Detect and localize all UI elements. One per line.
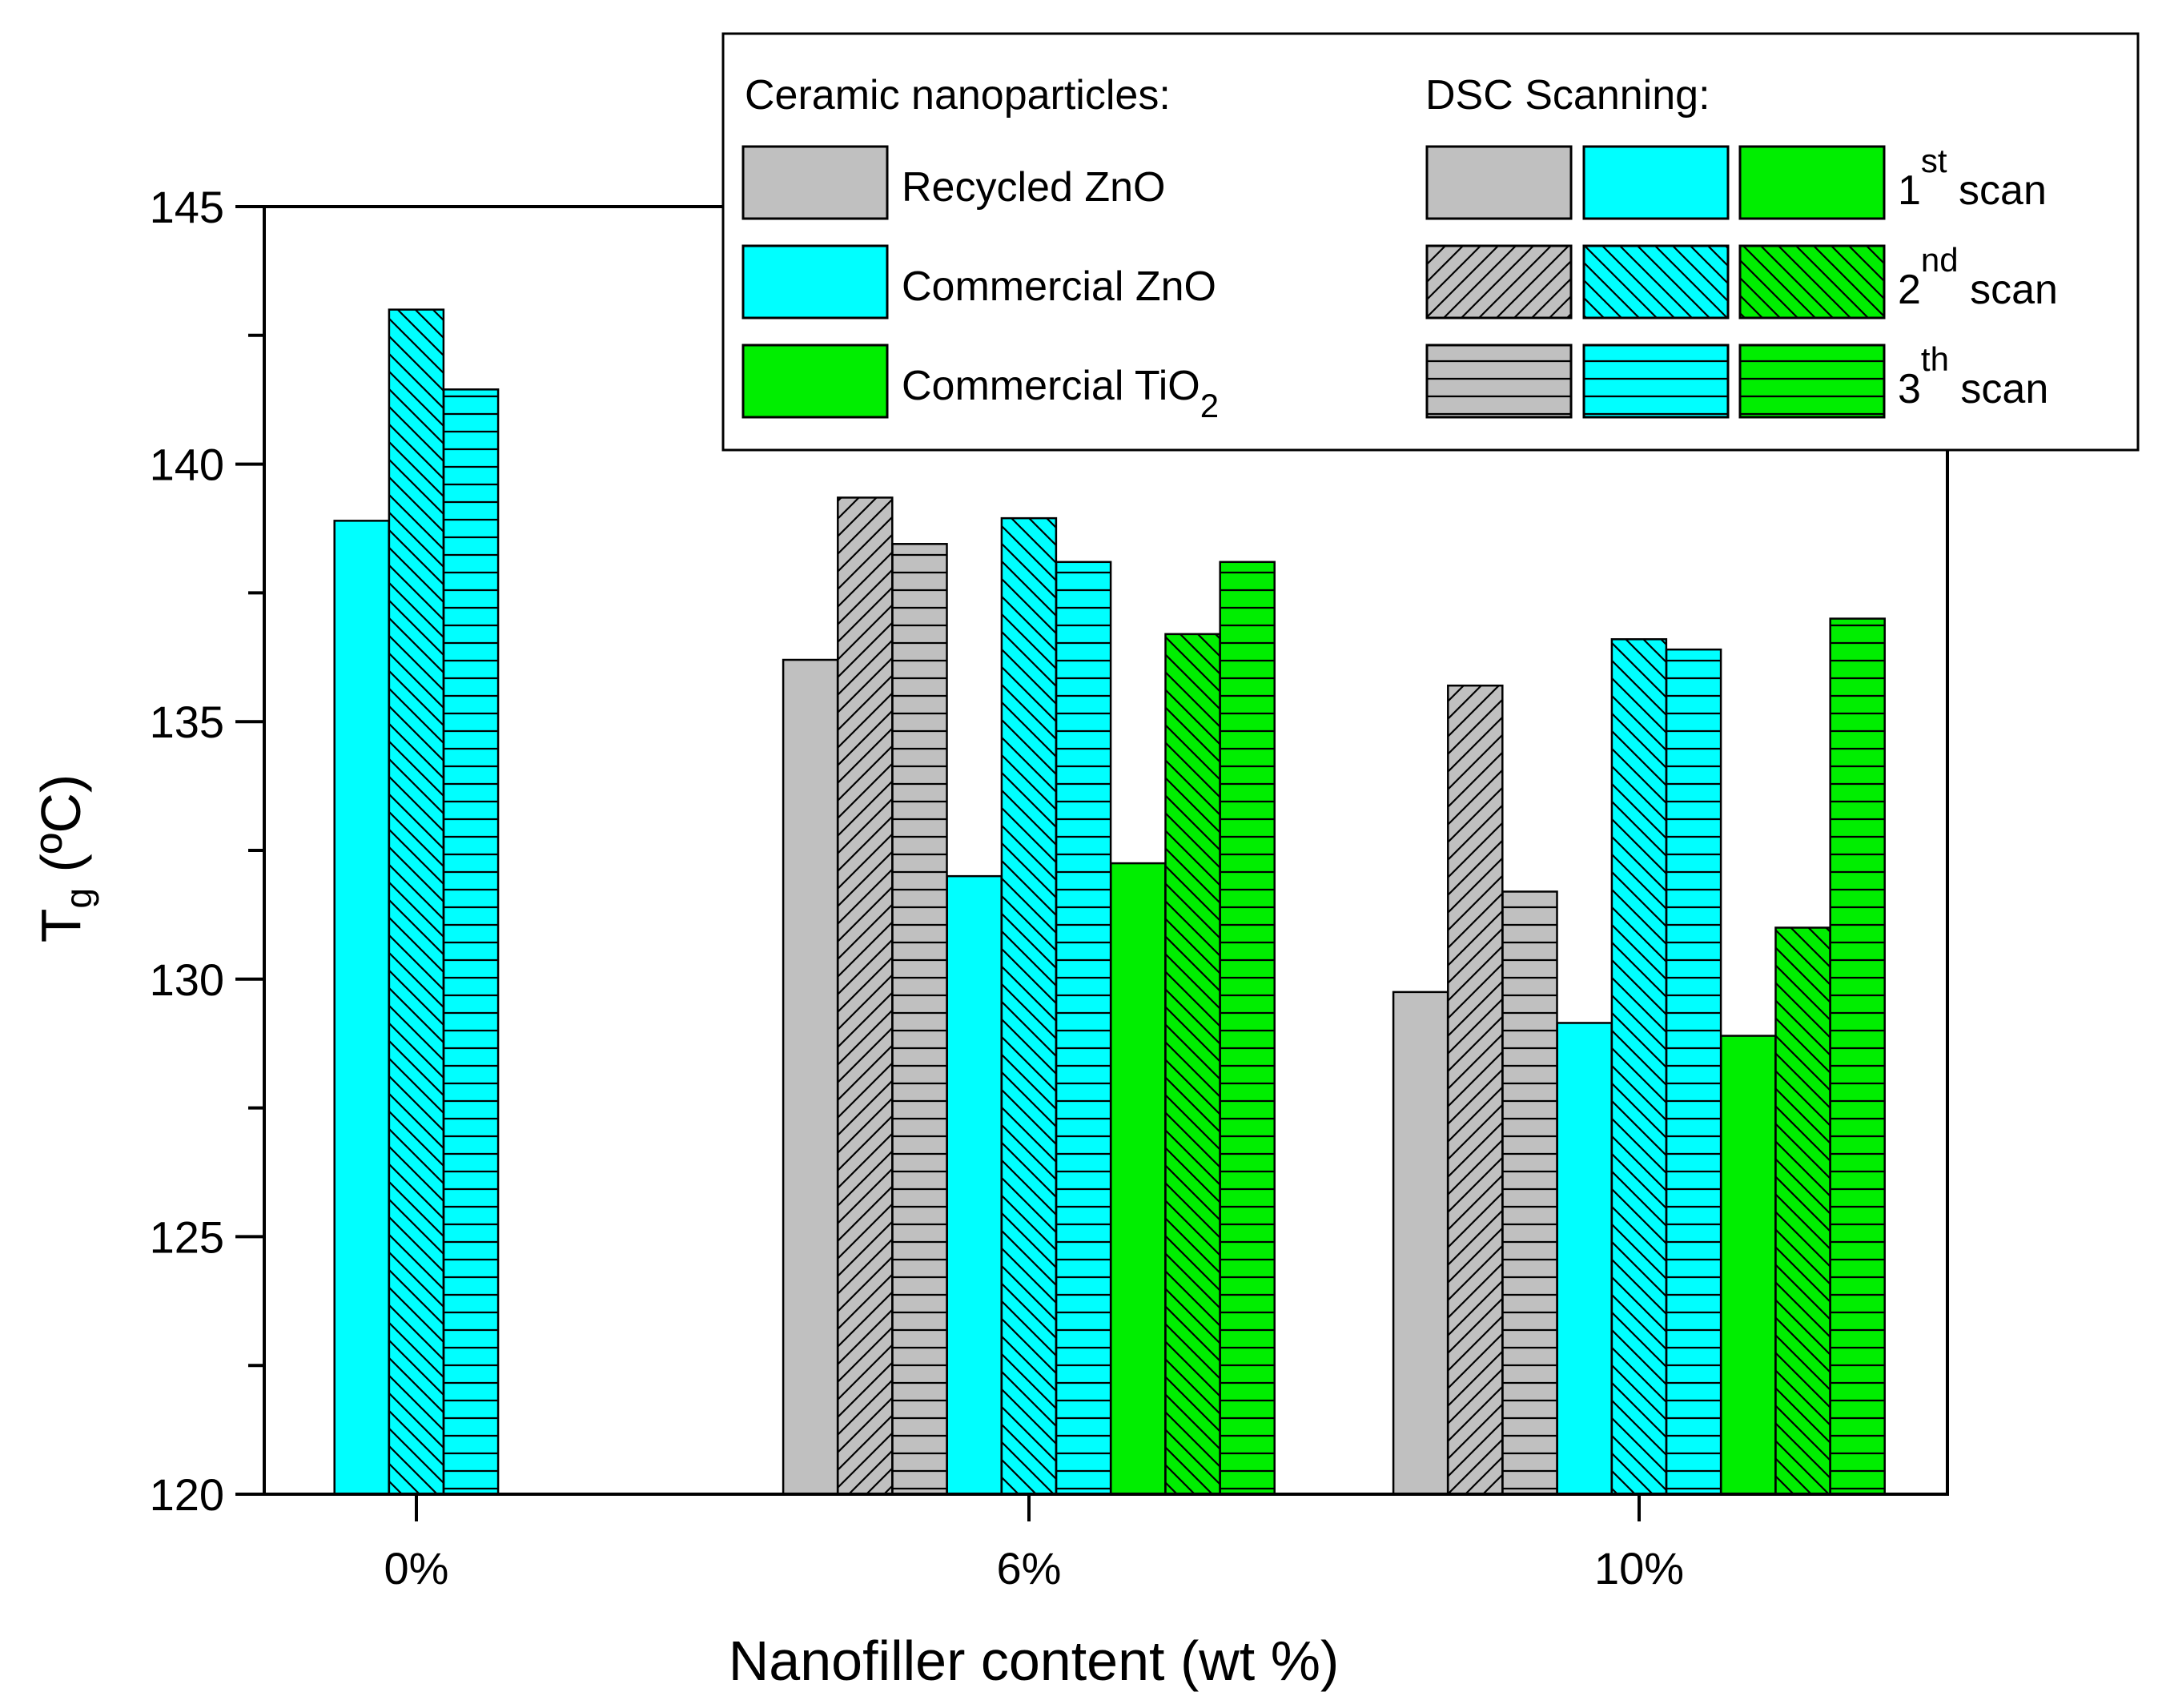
bar-commercial-zno-scan1-0pct xyxy=(333,520,390,1496)
legend: Ceramic nanoparticles: DSC Scanning: Recyc… xyxy=(721,32,2140,452)
bar-recycled-zno-scan2-10pct xyxy=(1447,684,1504,1496)
bar-commercial-tio2-scan3-6pct xyxy=(1219,561,1276,1496)
bar-commercial-zno-scan3-6pct xyxy=(1055,561,1112,1496)
swatch-fill xyxy=(1584,147,1728,219)
bar-hatch xyxy=(1830,618,1885,1494)
bar-recycled-zno-scan1-10pct xyxy=(1392,991,1449,1496)
legend-scan-label-3: 3th scan xyxy=(1898,340,2048,412)
y-tick-label: 145 xyxy=(150,182,224,232)
bar-hatch xyxy=(1611,639,1666,1494)
bar-commercial-zno-scan2-0pct xyxy=(388,308,445,1496)
legend-swatch-commercial-zno xyxy=(741,244,889,319)
swatch-hatch xyxy=(1584,345,1728,417)
bar-hatch xyxy=(1666,649,1722,1494)
bar-commercial-tio2-scan1-10pct xyxy=(1720,1035,1777,1496)
swatch-outline xyxy=(1738,145,1886,220)
bar-hatch xyxy=(444,389,499,1495)
legend-scan-swatch-commercial-zno-1 xyxy=(1582,145,1730,220)
legend-scan-swatch-recycled-zno-1 xyxy=(1425,145,1573,220)
legend-scan-label-1: 1st scan xyxy=(1898,142,2047,214)
swatch-outline xyxy=(1582,145,1730,220)
bar-recycled-zno-scan3-6pct xyxy=(891,543,948,1496)
legend-nanoparticles-title: Ceramic nanoparticles: xyxy=(745,72,1171,119)
legend-label-commercial-tio2: Commercial TiO2 xyxy=(902,363,1219,424)
bar-hatch xyxy=(1056,561,1111,1494)
bar-fill xyxy=(783,660,838,1494)
bar-fill xyxy=(1393,991,1449,1494)
bar-recycled-zno-scan1-6pct xyxy=(782,658,839,1496)
bar-recycled-zno-scan2-6pct xyxy=(837,496,894,1496)
swatch-hatch xyxy=(1427,246,1571,318)
swatch-outline xyxy=(1738,344,1886,419)
legend-scan-swatch-commercial-zno-3 xyxy=(1582,344,1730,419)
bar-fill xyxy=(1111,863,1166,1494)
legend-scan-swatch-commercial-tio2-2 xyxy=(1738,244,1886,319)
bar-recycled-zno-scan3-10pct xyxy=(1501,890,1558,1496)
bar-hatch xyxy=(1775,927,1830,1494)
bar-commercial-tio2-scan3-10pct xyxy=(1829,617,1886,1496)
bar-commercial-tio2-scan2-6pct xyxy=(1164,633,1221,1496)
y-tick-label: 120 xyxy=(150,1469,224,1520)
swatch-fill xyxy=(1740,147,1884,219)
bar-hatch xyxy=(892,544,947,1494)
bar-fill xyxy=(1721,1035,1776,1494)
bar-commercial-zno-scan1-10pct xyxy=(1556,1022,1613,1496)
legend-scan-swatch-recycled-zno-3 xyxy=(1425,344,1573,419)
legend-swatch-recycled-zno xyxy=(741,145,889,220)
bar-commercial-zno-scan1-6pct xyxy=(946,874,1003,1496)
bar-fill xyxy=(946,876,1002,1494)
legend-scan-swatch-recycled-zno-2 xyxy=(1425,244,1573,319)
bar-hatch xyxy=(1448,685,1503,1494)
bar-commercial-tio2-scan2-10pct xyxy=(1774,926,1831,1496)
legend-scan-swatch-commercial-tio2-3 xyxy=(1738,344,1886,419)
y-axis-title-unit: (ºC) xyxy=(30,774,92,888)
x-axis-title: Nanofiller content (wt %) xyxy=(729,1630,1340,1692)
bar-hatch xyxy=(838,497,893,1495)
legend-swatch-commercial-tio2 xyxy=(741,344,889,419)
bar-commercial-zno-scan2-6pct xyxy=(1000,516,1058,1496)
y-axis-title-subscript: g xyxy=(58,888,99,909)
y-tick-label: 135 xyxy=(150,697,224,747)
swatch-outline xyxy=(1425,145,1573,220)
y-tick-label: 130 xyxy=(150,954,224,1005)
x-tick-label: 6% xyxy=(997,1543,1062,1593)
y-tick-label: 125 xyxy=(150,1212,224,1262)
swatch-outline xyxy=(1582,344,1730,419)
bar-fill xyxy=(334,520,389,1494)
bar-commercial-zno-scan3-10pct xyxy=(1665,648,1722,1496)
y-tick-label: 140 xyxy=(150,440,224,490)
swatch-hatch xyxy=(1740,345,1884,417)
legend-scan-swatch-commercial-tio2-1 xyxy=(1738,145,1886,220)
bar-commercial-tio2-scan1-6pct xyxy=(1110,862,1167,1496)
swatch-hatch xyxy=(1427,345,1571,417)
legend-scanning-title: DSC Scanning: xyxy=(1425,72,1710,119)
bar-hatch xyxy=(1502,891,1557,1494)
bar-hatch xyxy=(1220,561,1275,1494)
bar-fill xyxy=(1557,1023,1612,1494)
bar-hatch xyxy=(388,309,444,1494)
y-axis-title: Tg (ºC) xyxy=(30,774,99,943)
bar-commercial-zno-scan3-0pct xyxy=(442,388,500,1496)
swatch-hatch xyxy=(1584,246,1728,318)
legend-scan-swatch-commercial-zno-2 xyxy=(1582,244,1730,319)
bar-hatch xyxy=(1001,518,1056,1494)
swatch-outline xyxy=(1582,244,1730,319)
bar-commercial-zno-scan2-10pct xyxy=(1610,638,1668,1496)
x-tick-label: 10% xyxy=(1594,1543,1684,1593)
bar-hatch xyxy=(1165,633,1220,1495)
swatch-outline xyxy=(1425,344,1573,419)
legend-label-commercial-zno: Commercial ZnO xyxy=(902,263,1216,310)
legend-label-recycled-zno: Recycled ZnO xyxy=(902,164,1165,211)
legend-scan-label-2: 2nd scan xyxy=(1898,241,2058,313)
y-axis-title-main: T xyxy=(30,909,92,943)
swatch-hatch xyxy=(1740,246,1884,318)
swatch-outline xyxy=(1425,244,1573,319)
swatch-outline xyxy=(1738,244,1886,319)
swatch-fill xyxy=(1427,147,1571,219)
x-tick-label: 0% xyxy=(384,1543,449,1593)
